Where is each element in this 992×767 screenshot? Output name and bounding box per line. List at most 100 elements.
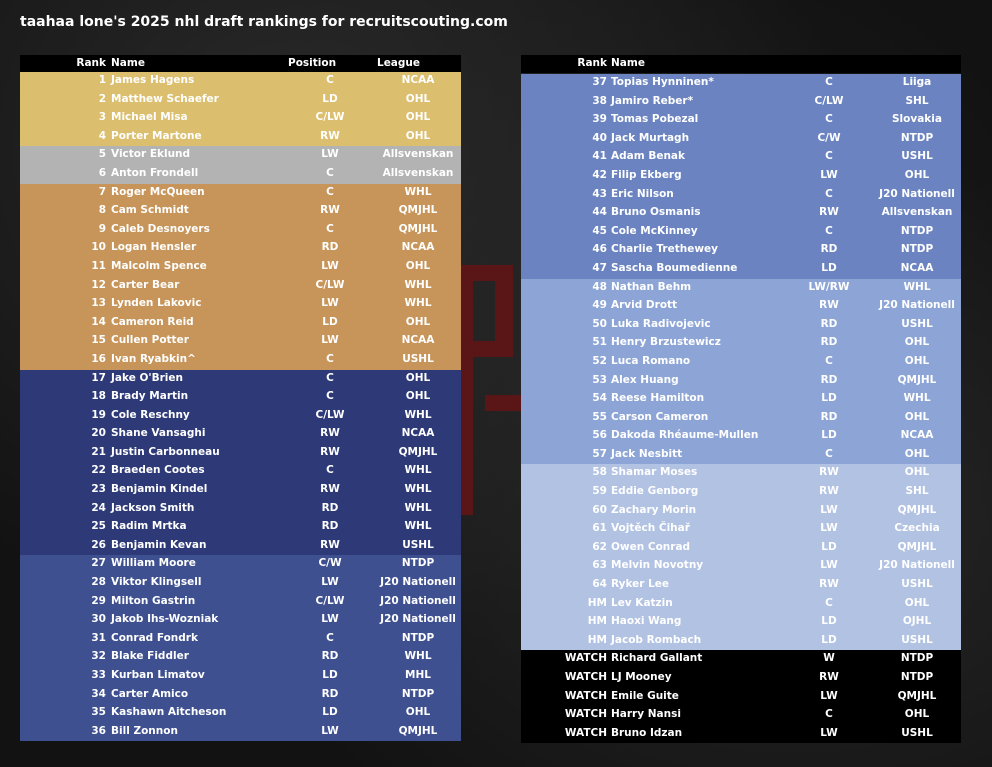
table-row: 23 Benjamin Kindel RW WHL [20,481,461,500]
table-row: 12 Carter Bear C/LW WHL [20,276,461,296]
position-cell: C/LW [315,408,345,421]
table-row: 37 Topias Hynninen* C Liiga [521,74,961,93]
rank-cell: 3 [98,111,106,124]
league-cell: J20 Nationell [879,559,955,572]
table-row: 35 Kashawn Aitcheson LD OHL [20,704,461,723]
rank-cell: 33 [91,669,106,681]
rank-cell: 44 [592,206,607,219]
table-row: 17 Jake O'Brien C OHL [20,369,461,389]
league-cell: NCAA [900,429,934,442]
position-cell: RD [321,520,339,533]
rank-cell: 12 [91,278,106,291]
rank-cell: WATCH [564,689,607,702]
name-cell: Benjamin Kevan [111,538,207,551]
rank-cell: 55 [592,410,607,423]
rank-cell: 42 [592,168,607,181]
position-cell: C/LW [814,94,844,107]
header-position: Position [288,57,337,69]
position-cell: RW [819,671,839,683]
table-row: WATCH LJ Mooney RW NTDP [521,669,961,688]
league-cell: WHL [404,278,432,291]
position-cell: C [326,352,334,365]
position-cell: RD [820,317,838,330]
name-cell: Haoxi Wang [611,615,682,628]
name-cell: Carter Amico [111,687,189,700]
position-cell: LD [322,92,338,105]
table-row: 50 Luka Radivojevic RD USHL [521,315,961,335]
rank-cell: 59 [592,485,607,498]
position-cell: LD [821,392,837,405]
position-cell: C/LW [315,594,345,607]
league-cell: OHL [405,111,431,124]
name-cell: Jack Nesbitt [611,447,683,460]
table-row: 42 Filip Ekberg LW OHL [521,166,961,186]
rank-cell: 60 [592,503,607,516]
name-cell: Brady Martin [111,390,189,403]
league-cell: J20 Nationell [879,187,955,200]
table-row: 18 Brady Martin C OHL [20,388,461,407]
position-cell: RD [820,410,838,423]
rank-cell: 63 [592,559,607,572]
name-cell: Anton Frondell [111,166,199,179]
table-row: WATCH Emile Guite LW QMJHL [521,687,961,707]
league-cell: Allsvenskan [881,206,953,219]
league-cell: MHL [405,669,431,681]
league-cell: Czechia [894,522,940,535]
position-cell: LW [820,559,838,572]
position-cell: W [823,652,835,665]
name-cell: Matthew Schaefer [111,92,219,105]
name-cell: Henry Brzustewicz [611,336,721,349]
table-row: 62 Owen Conrad LD QMJHL [521,538,961,558]
league-cell: WHL [404,520,432,533]
position-cell: C [825,708,833,721]
table-row: 59 Eddie Genborg RW SHL [521,483,961,502]
league-cell: NTDP [401,687,435,700]
name-cell: Nathan Behm [611,280,692,293]
position-cell: LD [322,315,338,328]
league-cell: OHL [904,466,930,479]
table-row: 14 Cameron Reid LD OHL [20,313,461,333]
position-cell: LD [821,261,837,274]
table-row: 8 Cam Schmidt RW QMJHL [20,202,461,221]
name-cell: Benjamin Kindel [111,483,208,496]
position-cell: LD [322,706,338,719]
page-title: taahaa lone's 2025 nhl draft rankings fo… [20,14,508,30]
rank-cell: 36 [91,724,106,737]
position-cell: C [326,390,334,403]
position-cell: C [326,371,334,384]
league-cell: OHL [405,371,431,384]
position-cell: LW [321,334,339,347]
table-row: 39 Tomas Pobezal C Slovakia [521,111,961,130]
name-cell: Richard Gallant [611,652,703,665]
name-cell: Zachary Morin [611,503,697,516]
league-cell: WHL [903,280,931,293]
table-row: 43 Eric Nilson C J20 Nationell [521,185,961,205]
table-row: 40 Jack Murtagh C/W NTDP [521,129,961,149]
position-cell: LW [321,613,339,626]
position-cell: RD [321,650,339,663]
name-cell: Harry Nansi [611,708,681,721]
rank-cell: 29 [91,594,106,607]
rank-cell: 19 [91,408,106,421]
league-cell: NTDP [900,131,934,144]
league-cell: USHL [901,726,933,739]
table-row: 54 Reese Hamilton LD WHL [521,390,961,409]
league-cell: J20 Nationell [879,299,955,312]
rank-cell: 43 [592,187,607,200]
table-row: 3 Michael Misa C/LW OHL [20,109,461,128]
league-cell: NTDP [900,652,934,665]
table-row: 31 Conrad Fondrk C NTDP [20,629,461,649]
position-cell: LW [820,689,838,702]
name-cell: Bruno Idzan [611,726,683,739]
position-cell: LW [321,724,339,737]
rank-cell: 56 [592,429,607,442]
league-cell: Liiga [902,76,932,88]
league-cell: NCAA [401,427,435,440]
table-row: 4 Porter Martone RW OHL [20,127,461,147]
name-cell: Malcolm Spence [111,259,207,272]
name-cell: Charlie Trethewey [611,243,719,256]
league-cell: NCAA [401,241,435,254]
table-header: Rank Name [521,55,961,73]
league-cell: QMJHL [398,204,438,217]
table-row: 55 Carson Cameron RD OHL [521,408,961,428]
